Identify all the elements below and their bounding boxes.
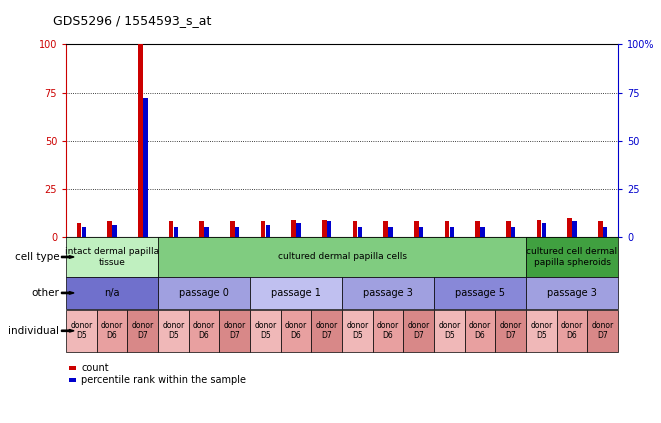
Text: donor
D7: donor D7 (408, 321, 430, 341)
Text: donor
D5: donor D5 (254, 321, 276, 341)
Text: donor
D7: donor D7 (592, 321, 614, 341)
Text: donor
D5: donor D5 (530, 321, 553, 341)
Bar (449, 227, 454, 237)
Text: donor
D6: donor D6 (193, 321, 215, 341)
Bar (388, 227, 393, 237)
Bar (537, 220, 541, 237)
Text: donor
D5: donor D5 (438, 321, 461, 341)
Bar (506, 222, 510, 237)
Text: passage 0: passage 0 (179, 288, 229, 298)
Bar (445, 222, 449, 237)
Bar (414, 222, 418, 237)
Text: donor
D5: donor D5 (163, 321, 184, 341)
Bar (327, 222, 331, 237)
Bar (322, 220, 327, 237)
Bar (143, 98, 147, 237)
Text: donor
D7: donor D7 (315, 321, 338, 341)
Text: passage 1: passage 1 (271, 288, 321, 298)
Text: donor
D6: donor D6 (469, 321, 491, 341)
Text: donor
D6: donor D6 (561, 321, 583, 341)
Bar (235, 227, 239, 237)
Text: donor
D7: donor D7 (132, 321, 154, 341)
Text: donor
D7: donor D7 (500, 321, 522, 341)
Bar (296, 223, 301, 237)
Text: cell type: cell type (15, 252, 59, 262)
Text: n/a: n/a (104, 288, 120, 298)
Bar (292, 220, 296, 237)
Text: cultured dermal papilla cells: cultured dermal papilla cells (278, 253, 407, 261)
Text: count: count (81, 363, 109, 373)
Bar (169, 222, 173, 237)
Bar (567, 217, 572, 237)
Text: donor
D6: donor D6 (377, 321, 399, 341)
Text: percentile rank within the sample: percentile rank within the sample (81, 375, 247, 385)
Text: passage 3: passage 3 (547, 288, 597, 298)
Bar (204, 227, 209, 237)
Bar (266, 225, 270, 237)
Bar (480, 227, 485, 237)
Text: donor
D6: donor D6 (101, 321, 123, 341)
Bar (541, 223, 546, 237)
Bar (81, 227, 86, 237)
Bar (353, 222, 357, 237)
Bar (77, 223, 81, 237)
Text: passage 3: passage 3 (363, 288, 413, 298)
Bar (603, 227, 607, 237)
Bar (260, 222, 265, 237)
Text: passage 5: passage 5 (455, 288, 505, 298)
Text: other: other (32, 288, 59, 298)
Bar (112, 225, 117, 237)
Bar (511, 227, 516, 237)
Bar (598, 222, 603, 237)
Bar (358, 227, 362, 237)
Bar (230, 222, 235, 237)
Text: donor
D7: donor D7 (223, 321, 246, 341)
Bar (138, 44, 143, 237)
Bar (419, 227, 424, 237)
Text: GDS5296 / 1554593_s_at: GDS5296 / 1554593_s_at (53, 14, 212, 27)
Text: individual: individual (9, 326, 59, 336)
Bar (572, 222, 577, 237)
Text: donor
D5: donor D5 (346, 321, 369, 341)
Bar (200, 222, 204, 237)
Bar (475, 222, 480, 237)
Text: donor
D6: donor D6 (285, 321, 307, 341)
Text: donor
D5: donor D5 (70, 321, 93, 341)
Bar (107, 222, 112, 237)
Text: cultured cell dermal
papilla spheroids: cultured cell dermal papilla spheroids (526, 247, 617, 266)
Text: intact dermal papilla
tissue: intact dermal papilla tissue (65, 247, 159, 266)
Bar (383, 222, 388, 237)
Bar (174, 227, 178, 237)
